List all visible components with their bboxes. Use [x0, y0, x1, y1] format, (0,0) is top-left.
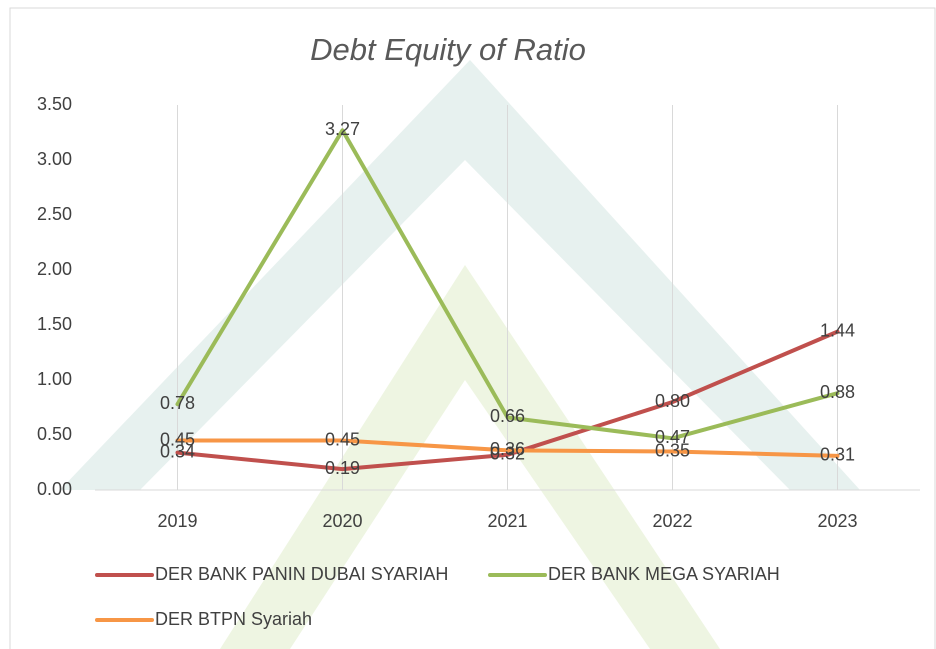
- data-label: 0.36: [490, 439, 525, 459]
- x-tick-label: 2021: [487, 511, 527, 531]
- x-tick-label: 2023: [817, 511, 857, 531]
- data-label: 0.88: [820, 382, 855, 402]
- data-label: 0.45: [160, 429, 195, 449]
- data-label: 1.44: [820, 320, 855, 340]
- y-tick-label: 1.50: [37, 314, 72, 334]
- x-tick-label: 2020: [322, 511, 362, 531]
- data-label: 0.66: [490, 406, 525, 426]
- chart-title: Debt Equity of Ratio: [310, 32, 586, 67]
- legend-label: DER BANK MEGA SYARIAH: [548, 564, 780, 584]
- legend-label: DER BTPN Syariah: [155, 609, 312, 629]
- data-label: 0.78: [160, 393, 195, 413]
- x-tick-label: 2019: [157, 511, 197, 531]
- data-label: 0.34: [160, 441, 195, 461]
- y-tick-label: 3.50: [37, 94, 72, 114]
- data-label: 0.19: [325, 458, 360, 478]
- x-tick-label: 2022: [652, 511, 692, 531]
- y-tick-label: 3.00: [37, 149, 72, 169]
- data-label: 0.80: [655, 391, 690, 411]
- y-tick-label: 1.00: [37, 369, 72, 389]
- data-label: 0.47: [655, 427, 690, 447]
- data-label: 3.27: [325, 119, 360, 139]
- y-tick-label: 2.50: [37, 204, 72, 224]
- data-label: 0.45: [325, 429, 360, 449]
- watermark: [60, 60, 860, 490]
- series-line: [175, 329, 840, 472]
- watermark: [220, 265, 720, 649]
- y-tick-label: 2.00: [37, 259, 72, 279]
- series-line: [175, 438, 840, 458]
- data-label: 0.35: [655, 440, 690, 460]
- data-label: 0.32: [490, 444, 525, 464]
- data-label: 0.31: [820, 445, 855, 465]
- legend-label: DER BANK PANIN DUBAI SYARIAH: [155, 564, 448, 584]
- y-tick-label: 0.00: [37, 479, 72, 499]
- series-line: [175, 128, 840, 441]
- y-tick-label: 0.50: [37, 424, 72, 444]
